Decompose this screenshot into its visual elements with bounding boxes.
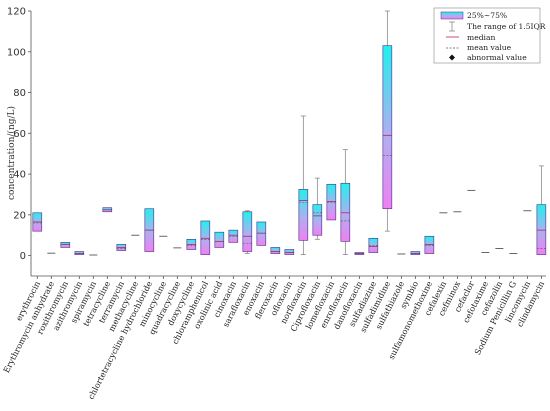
y-tick-label: 20 — [13, 210, 26, 221]
legend-swatch-abnormal — [449, 54, 455, 61]
y-tick-label: 80 — [13, 88, 26, 99]
legend-label-iqr: 25%~75% — [467, 11, 507, 20]
legend-label-whisker: The range of 1.5IQR — [467, 22, 546, 31]
legend-label-abnormal: abnormal value — [467, 53, 527, 62]
iqr-box — [536, 204, 547, 255]
iqr-box — [60, 242, 71, 248]
legend-swatch-whisker — [449, 21, 455, 32]
iqr-box — [326, 183, 337, 221]
y-tick-label: 40 — [13, 170, 26, 181]
legend-swatch-iqr — [440, 11, 464, 20]
y-tick-label: 0 — [20, 251, 26, 262]
legend-label-median: median — [467, 33, 496, 42]
iqr-box — [312, 204, 323, 236]
iqr-box — [382, 45, 393, 210]
iqr-box — [242, 211, 253, 252]
y-axis-label: concentration/(ng/L) — [6, 106, 17, 200]
iqr-box — [214, 231, 225, 248]
iqr-box — [340, 182, 351, 242]
y-tick-label: 120 — [7, 7, 26, 18]
iqr-box — [410, 251, 421, 255]
y-tick-label: 60 — [13, 129, 26, 140]
iqr-box — [298, 189, 309, 241]
iqr-box — [200, 220, 211, 255]
iqr-box — [270, 247, 281, 254]
iqr-box — [256, 221, 267, 246]
y-axis: 0 20 40 60 80 100 120 — [7, 7, 32, 276]
iqr-box — [424, 235, 435, 254]
iqr-box — [284, 249, 295, 255]
iqr-box — [74, 251, 85, 255]
y-tick-label: 100 — [7, 47, 26, 58]
box-series — [32, 10, 547, 256]
legend-label-mean: mean value — [467, 43, 512, 52]
legend: 25%~75% The range of 1.5IQR median mean … — [433, 7, 546, 64]
